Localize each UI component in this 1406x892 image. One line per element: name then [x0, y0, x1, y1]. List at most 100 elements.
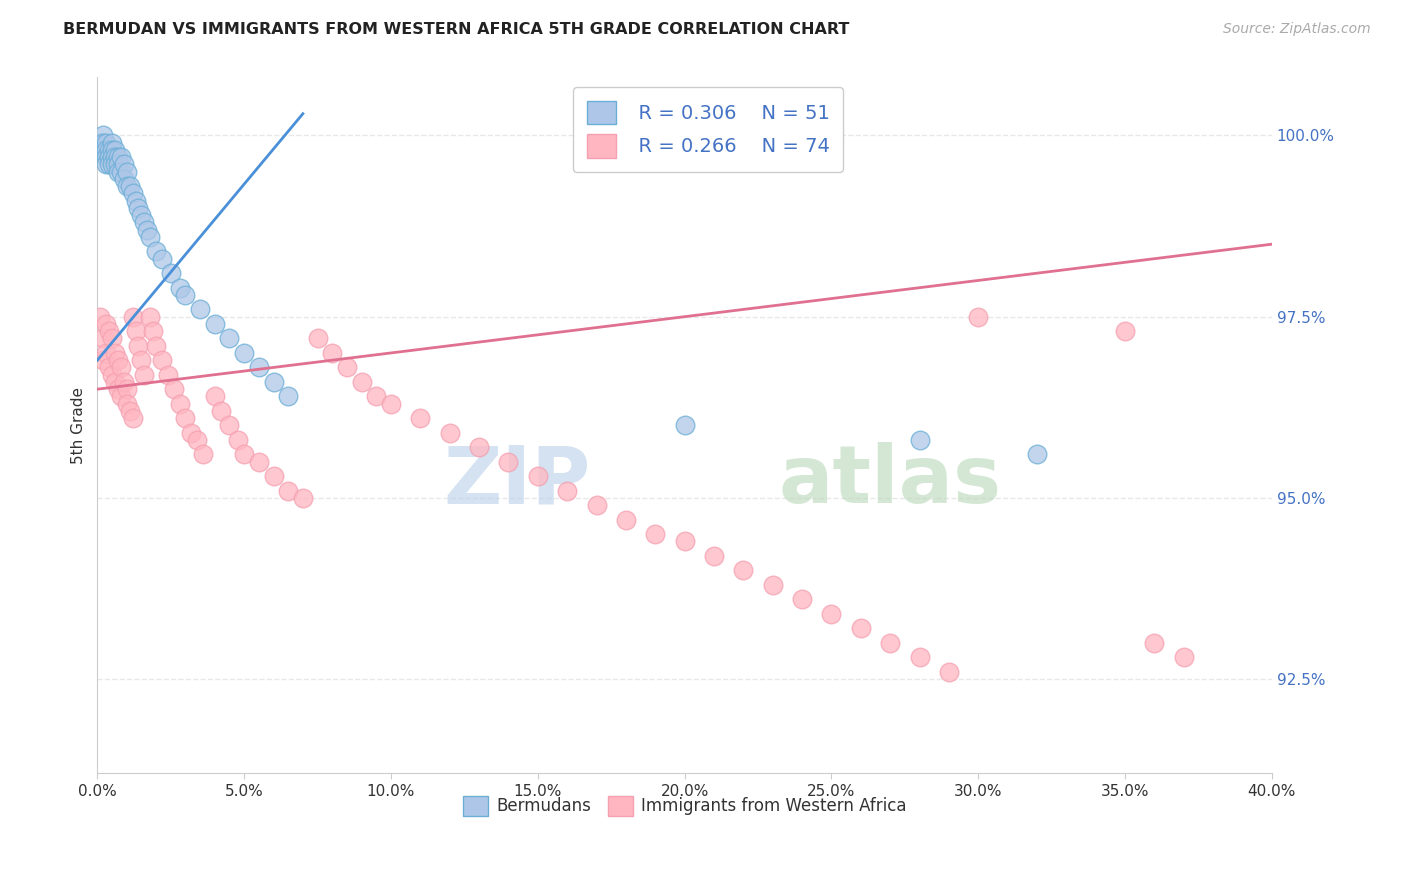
Point: [247, 360, 270, 375]
Point: [145, 244, 167, 259]
Point: [1114, 324, 1136, 338]
Point: [967, 310, 990, 324]
Point: [124, 324, 146, 338]
Point: [191, 447, 214, 461]
Point: [118, 404, 141, 418]
Point: [101, 150, 124, 164]
Point: [142, 324, 165, 338]
Point: [96, 136, 118, 150]
Point: [307, 331, 329, 345]
Point: [107, 150, 129, 164]
Point: [188, 302, 211, 317]
Point: [121, 411, 143, 425]
Point: [226, 433, 249, 447]
Point: [263, 375, 285, 389]
Point: [104, 150, 127, 164]
Point: [131, 208, 153, 222]
Text: ZIP: ZIP: [443, 442, 591, 520]
Text: atlas: atlas: [779, 442, 1001, 520]
Point: [131, 353, 153, 368]
Point: [101, 368, 124, 382]
Point: [104, 375, 127, 389]
Point: [233, 346, 256, 360]
Point: [104, 157, 127, 171]
Point: [673, 534, 696, 549]
Point: [555, 483, 578, 498]
Point: [762, 578, 785, 592]
Point: [89, 143, 111, 157]
Point: [136, 222, 159, 236]
Point: [91, 136, 114, 150]
Point: [247, 455, 270, 469]
Point: [186, 433, 208, 447]
Point: [110, 389, 132, 403]
Point: [169, 281, 191, 295]
Point: [107, 353, 129, 368]
Point: [89, 136, 111, 150]
Point: [733, 564, 755, 578]
Point: [218, 418, 240, 433]
Point: [91, 128, 114, 143]
Point: [498, 455, 520, 469]
Text: Source: ZipAtlas.com: Source: ZipAtlas.com: [1223, 22, 1371, 37]
Point: [127, 201, 149, 215]
Point: [790, 592, 813, 607]
Point: [156, 368, 179, 382]
Point: [150, 252, 173, 266]
Point: [527, 469, 550, 483]
Point: [127, 339, 149, 353]
Point: [879, 636, 901, 650]
Point: [91, 353, 114, 368]
Point: [98, 157, 121, 171]
Point: [112, 157, 135, 171]
Point: [233, 447, 256, 461]
Point: [98, 143, 121, 157]
Point: [115, 179, 138, 194]
Point: [204, 317, 226, 331]
Point: [163, 382, 186, 396]
Point: [139, 310, 162, 324]
Point: [218, 331, 240, 345]
Point: [409, 411, 432, 425]
Point: [96, 150, 118, 164]
Point: [91, 143, 114, 157]
Point: [439, 425, 461, 440]
Point: [115, 164, 138, 178]
Point: [96, 157, 118, 171]
Point: [204, 389, 226, 403]
Point: [209, 404, 232, 418]
Point: [134, 215, 156, 229]
Point: [1026, 447, 1049, 461]
Point: [703, 549, 725, 563]
Point: [908, 650, 931, 665]
Point: [145, 339, 167, 353]
Point: [110, 360, 132, 375]
Point: [107, 157, 129, 171]
Y-axis label: 5th Grade: 5th Grade: [72, 387, 86, 464]
Point: [150, 353, 173, 368]
Point: [118, 179, 141, 194]
Point: [96, 143, 118, 157]
Point: [115, 397, 138, 411]
Point: [104, 143, 127, 157]
Point: [277, 389, 299, 403]
Point: [98, 324, 121, 338]
Point: [139, 230, 162, 244]
Point: [104, 346, 127, 360]
Point: [614, 513, 637, 527]
Point: [277, 483, 299, 498]
Point: [908, 433, 931, 447]
Point: [468, 440, 491, 454]
Point: [101, 143, 124, 157]
Point: [380, 397, 402, 411]
Legend: Bermudans, Immigrants from Western Africa: Bermudans, Immigrants from Western Afric…: [454, 788, 915, 824]
Point: [291, 491, 314, 505]
Point: [820, 607, 842, 621]
Point: [336, 360, 359, 375]
Point: [115, 382, 138, 396]
Point: [110, 150, 132, 164]
Point: [96, 346, 118, 360]
Point: [174, 411, 197, 425]
Point: [110, 164, 132, 178]
Point: [1173, 650, 1195, 665]
